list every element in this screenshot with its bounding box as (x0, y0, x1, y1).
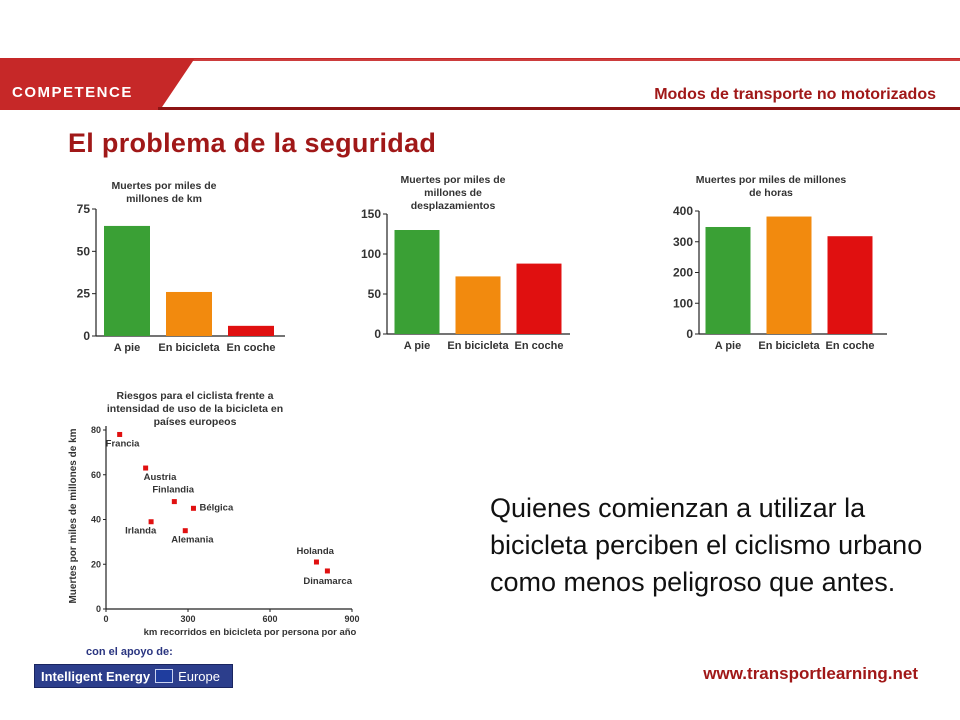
data-point (143, 465, 149, 471)
x-tick-label: 900 (344, 614, 359, 624)
bar-a-pie (394, 230, 440, 334)
page-title: El problema de la seguridad (68, 128, 437, 158)
x-axis-label: km recorridos en bicicleta por persona p… (144, 627, 357, 638)
point-label: Alemania (171, 535, 214, 546)
chart-title: Riesgos para el ciclista frente a intens… (106, 390, 284, 428)
scatter-chart: Riesgos para el ciclista frente a intens… (60, 388, 370, 638)
y-tick-label: 0 (374, 327, 381, 341)
y-tick-label: 0 (96, 604, 101, 614)
competence-logo: COMPETENCE (12, 84, 133, 101)
bar-a-pie (705, 226, 751, 334)
point-label: Holanda (296, 546, 334, 557)
y-tick-label: 0 (686, 327, 693, 341)
y-tick-label: 75 (77, 202, 91, 216)
point-label: Dinamarca (303, 576, 352, 587)
chart-svg: 0 20 40 60 80 0 300 600 900 km recorridos en bici… (68, 425, 360, 638)
x-tick-label: En coche (826, 340, 875, 352)
y-tick-label: 20 (91, 559, 101, 569)
header-subtitle: Modos de transporte no motorizados (654, 86, 936, 103)
x-tick-label: 0 (103, 614, 108, 624)
y-tick-label: 400 (673, 204, 693, 218)
bar-chart-hours: Muertes por miles de millones de horas 0… (665, 172, 890, 368)
intelligent-energy-logo: Intelligent Energy Europe (34, 664, 233, 688)
y-tick-label: 100 (361, 247, 381, 261)
bar-a-pie (104, 225, 150, 336)
support-label: con el apoyo de: (86, 646, 173, 658)
chart-title: Muertes por miles de millones de horas (695, 174, 847, 199)
y-axis-label: Muertes por miles de millones de km (68, 428, 79, 603)
main-text: Quienes comienzan a utilizar la biciclet… (490, 493, 923, 597)
x-tick-label: 300 (180, 614, 195, 624)
bar-en-bicicleta (766, 216, 812, 334)
bar-en-bicicleta (166, 291, 212, 336)
bar-en-coche (516, 263, 562, 334)
x-tick-label: A pie (715, 340, 742, 352)
data-point (171, 499, 177, 505)
bar-chart-km: Muertes por miles de millones de km 0 25 5… (70, 178, 290, 368)
point-label: Finlandia (152, 485, 194, 496)
x-tick-label: En bicicleta (158, 342, 220, 354)
chart-svg: 0 100 200 300 400 A pie En bicicleta En coche (673, 204, 887, 352)
x-tick-label: A pie (114, 342, 141, 354)
header-bar (0, 58, 960, 110)
point-label: Francia (106, 438, 141, 449)
chart-title: Muertes por miles de millones de desplaz… (400, 174, 506, 212)
point-label: Bélgica (199, 502, 234, 513)
logo-text-secondary: Europe (178, 668, 220, 684)
data-point (117, 431, 123, 437)
y-tick-label: 50 (368, 287, 382, 301)
bar-chart-trips: Muertes por miles de millones de desplaz… (355, 172, 575, 368)
y-tick-label: 40 (91, 515, 101, 525)
y-tick-label: 100 (673, 296, 693, 310)
y-tick-label: 0 (83, 329, 90, 343)
x-tick-label: En bicicleta (758, 340, 820, 352)
chart-svg: 0 25 50 75 A pie En bicicleta En coche (77, 202, 285, 354)
x-tick-label: En coche (515, 340, 564, 352)
x-tick-label: 600 (262, 614, 277, 624)
y-tick-label: 60 (91, 470, 101, 480)
x-tick-label: En bicicleta (447, 340, 509, 352)
x-tick-label: A pie (404, 340, 431, 352)
y-tick-label: 200 (673, 266, 693, 280)
chart-title: Muertes por miles de millones de km (111, 180, 217, 205)
bar-en-coche (827, 236, 873, 334)
data-point (182, 528, 188, 534)
y-tick-label: 25 (77, 287, 91, 301)
bar-en-coche (228, 325, 274, 336)
y-tick-label: 80 (91, 425, 101, 435)
bar-en-bicicleta (455, 276, 501, 334)
chart-svg: 0 50 100 150 A pie En bicicleta En coche (361, 207, 570, 352)
y-tick-label: 150 (361, 207, 381, 221)
data-point (190, 505, 196, 511)
y-tick-label: 300 (673, 235, 693, 249)
data-point (313, 559, 319, 565)
logo-text-primary: Intelligent Energy (41, 668, 151, 684)
y-tick-label: 50 (77, 244, 91, 258)
point-label: Austria (144, 472, 177, 483)
website-url[interactable]: www.transportlearning.net (703, 664, 918, 683)
data-point (148, 519, 154, 525)
point-label: Irlanda (125, 526, 157, 537)
data-point (324, 568, 330, 574)
x-tick-label: En coche (227, 342, 276, 354)
eu-flag-icon (155, 669, 174, 683)
